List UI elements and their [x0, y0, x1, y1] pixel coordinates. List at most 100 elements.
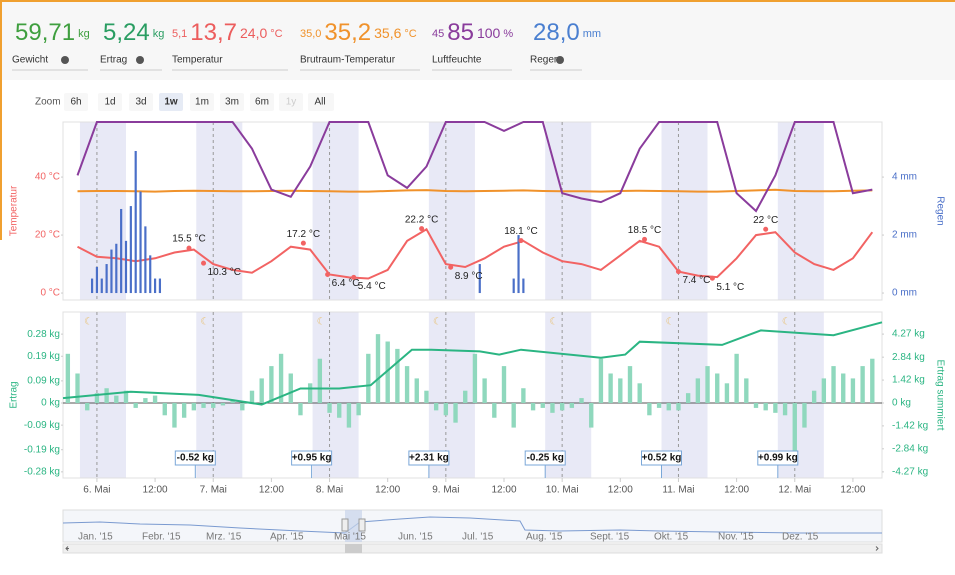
- y-tick-label: 0.09 kg: [27, 375, 60, 386]
- bar: [307, 383, 313, 403]
- scroll-left[interactable]: [65, 546, 69, 551]
- y-tick-label: 20 °C: [35, 230, 60, 241]
- point-label: 17.2 °C: [287, 229, 320, 240]
- day-summary-box: [524, 450, 566, 466]
- moon-icon: ☾: [433, 317, 442, 328]
- zoom-button[interactable]: [159, 93, 183, 111]
- bar: [366, 353, 371, 403]
- scrollbar-thumb[interactable]: [345, 544, 362, 553]
- bar: [105, 264, 108, 294]
- bar: [414, 378, 419, 403]
- scroll-right[interactable]: [875, 546, 879, 551]
- bar: [104, 388, 109, 403]
- moon-icon: ☾: [549, 317, 558, 328]
- stat-unit: kg: [153, 28, 165, 40]
- bar: [85, 402, 90, 411]
- bar: [75, 373, 80, 403]
- bar: [618, 378, 623, 403]
- day-summary-label: +0.52 kg: [642, 453, 682, 464]
- navigator-handle[interactable]: [341, 518, 349, 532]
- navigator-month: Mrz. '15: [206, 532, 242, 543]
- zoom-button[interactable]: [64, 93, 88, 111]
- bar: [453, 402, 458, 423]
- y-tick-label: 0.19 kg: [27, 351, 60, 362]
- stat-unit: kg: [78, 28, 90, 40]
- zoom-button[interactable]: [98, 93, 122, 111]
- bar: [110, 249, 113, 294]
- x-tick-label: 12:00: [724, 485, 749, 496]
- bar: [181, 402, 187, 418]
- info-icon[interactable]: [556, 56, 564, 64]
- point-marker: [675, 269, 681, 275]
- y-tick-label: -0.28 kg: [24, 466, 60, 477]
- stat-label: Brutraum-Temperatur: [300, 55, 396, 66]
- zoom-button[interactable]: [250, 93, 274, 111]
- zoom-button: [279, 93, 303, 111]
- bar: [841, 373, 846, 403]
- bar: [100, 278, 103, 294]
- zoom-button[interactable]: [220, 93, 244, 111]
- stat-label: Regen: [530, 55, 559, 66]
- bar: [782, 402, 788, 416]
- bar: [94, 393, 100, 403]
- bar: [443, 402, 449, 416]
- point-marker: [325, 271, 331, 277]
- stat-unit: mm: [583, 28, 601, 40]
- bar: [143, 398, 148, 403]
- y-tick-label: 0 kg: [41, 398, 60, 409]
- y2-tick-label: 1.42 kg: [892, 375, 925, 386]
- line: [77, 227, 874, 280]
- navigator-month: Aug. '15: [526, 532, 563, 543]
- zoom-button-label: 1y: [286, 97, 297, 108]
- bar: [240, 402, 245, 411]
- bar: [124, 240, 128, 294]
- bar: [637, 383, 642, 403]
- bar: [627, 366, 633, 403]
- bar: [550, 402, 555, 413]
- zoom-button[interactable]: [308, 93, 334, 111]
- bar: [424, 390, 429, 403]
- bar: [656, 402, 662, 408]
- bar: [249, 390, 255, 403]
- stat-max: 100: [477, 25, 501, 41]
- point-label: 22 °C: [753, 215, 778, 226]
- zoom-bar: Zoom 6h 1d 3d 1w 1m 3m 6m 1y All: [35, 93, 334, 111]
- zoom-button[interactable]: [129, 93, 153, 111]
- stat-min: 5,1: [172, 28, 187, 40]
- bar: [191, 402, 197, 411]
- navigator-handle[interactable]: [358, 518, 366, 532]
- zoom-button-label: 1d: [104, 97, 115, 108]
- night-band: [661, 122, 708, 300]
- night-band: [312, 122, 359, 300]
- y2-tick-label: -2.84 kg: [892, 443, 928, 454]
- bar: [831, 366, 836, 403]
- navigator-selection[interactable]: [345, 510, 362, 542]
- bar: [153, 278, 157, 294]
- y-axis-title: Temperatur: [9, 185, 20, 236]
- stat-min: 45: [432, 28, 444, 40]
- bar: [773, 402, 778, 413]
- bar: [569, 402, 575, 408]
- x-tick-label: 12:00: [840, 485, 865, 496]
- bar: [482, 378, 487, 403]
- bar: [870, 358, 875, 403]
- info-icon[interactable]: [136, 56, 144, 64]
- bar: [802, 402, 807, 428]
- stat-unit: °C: [404, 28, 416, 40]
- x-tick-label: 6. Mai: [83, 485, 110, 496]
- stat-label: Temperatur: [172, 55, 223, 66]
- bar: [433, 402, 439, 411]
- zoom-button-label: 1m: [195, 97, 209, 108]
- zoom-button-label: All: [314, 97, 325, 108]
- stat-value: 59,71: [15, 19, 75, 46]
- day-summary-box: [174, 450, 216, 466]
- bar: [95, 266, 99, 294]
- zoom-button[interactable]: [190, 93, 214, 111]
- bar: [259, 378, 264, 403]
- bar: [492, 402, 497, 418]
- scrollbar[interactable]: [62, 543, 883, 554]
- info-icon[interactable]: [61, 56, 69, 64]
- x-tick-label: 9. Mai: [432, 485, 459, 496]
- bar: [139, 191, 142, 294]
- stat-value: 35,0 35,2 35,6 °C: [300, 19, 417, 46]
